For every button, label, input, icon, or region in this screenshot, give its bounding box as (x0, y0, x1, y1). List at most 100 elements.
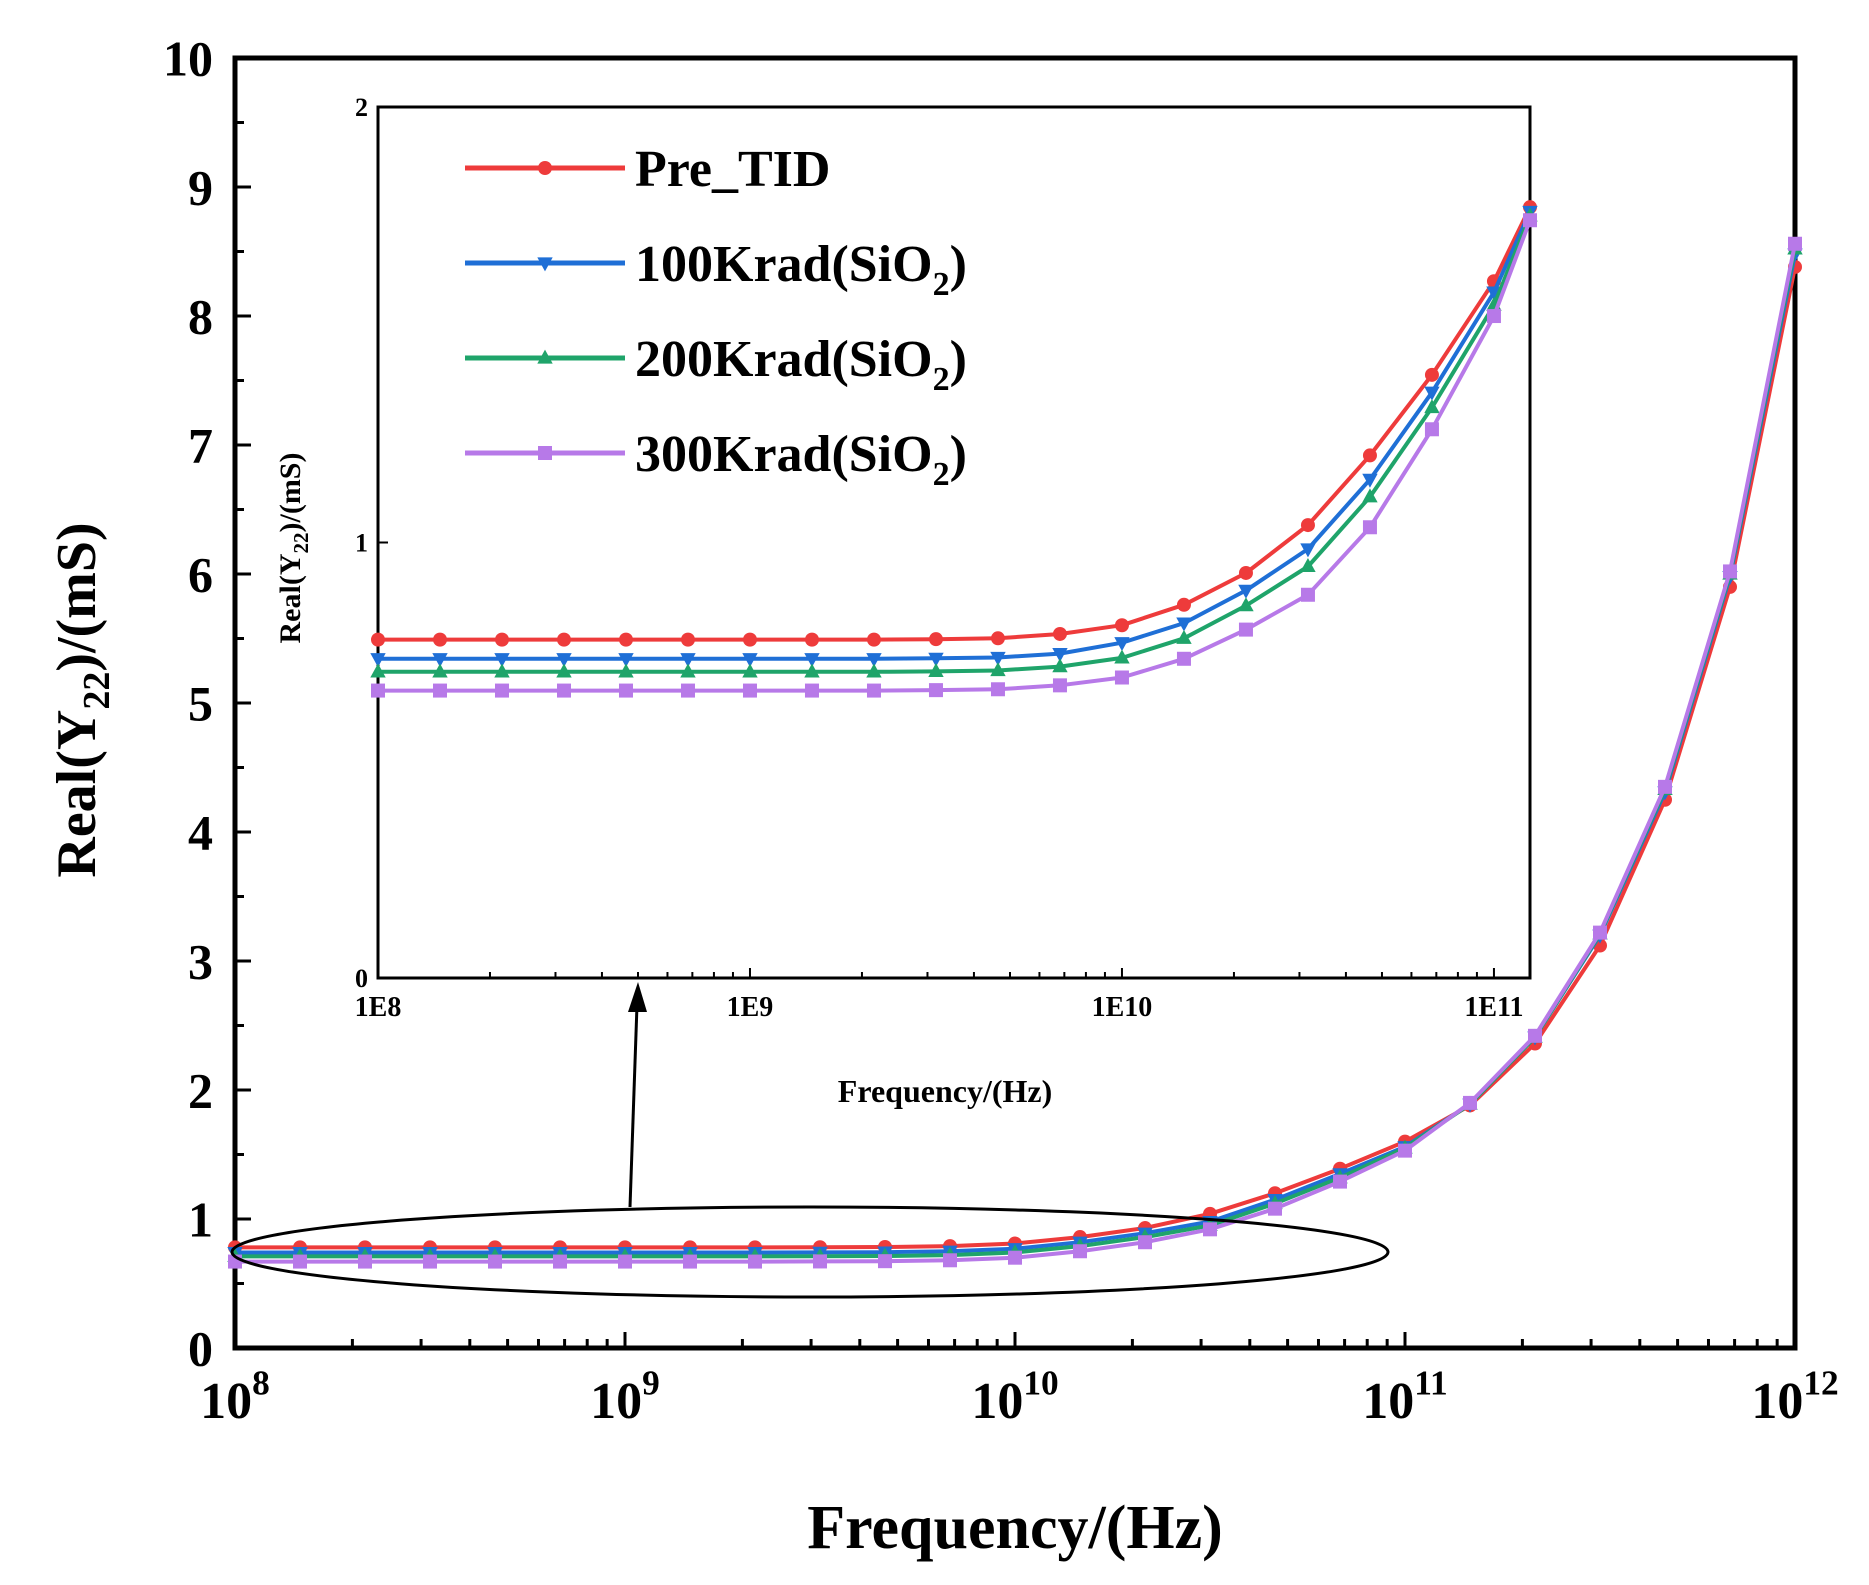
inset-data-point (680, 663, 696, 678)
legend-marker (537, 349, 553, 364)
inset-data-point (680, 683, 695, 698)
inset-data-point (618, 653, 634, 668)
legend-label: 100Krad(SiO2) (635, 236, 967, 303)
main-data-point (618, 1254, 632, 1269)
inset-data-point (1424, 367, 1439, 382)
main-data-point (1658, 779, 1673, 794)
main-data-point (293, 1254, 308, 1269)
inset-data-point (742, 632, 757, 647)
inset-data-point (1424, 399, 1440, 414)
inset-data-point (1523, 213, 1537, 228)
main-x-tick-label: 1012 (1751, 1363, 1838, 1430)
inset-data-point (494, 653, 510, 668)
inset-data-point (370, 653, 386, 668)
inset-data-point (432, 683, 447, 698)
inset-data-point (618, 683, 633, 698)
main-x-tick-label: 108 (200, 1363, 270, 1430)
legend-marker (537, 257, 553, 272)
inset-data-point (494, 683, 509, 698)
inset-data-point (1052, 658, 1068, 673)
main-y-tick-label: 2 (188, 1063, 213, 1119)
inset-data-point (742, 683, 757, 698)
main-data-point (1398, 1143, 1412, 1158)
main-y-tick-label: 8 (188, 289, 213, 345)
inset-data-point (866, 663, 882, 678)
inset-data-point (1114, 670, 1129, 685)
inset-data-point (1238, 565, 1253, 580)
inset-y-axis-label: Real(Y22)/(mS) (274, 453, 313, 644)
main-x-tick-label: 1011 (1362, 1363, 1447, 1430)
inset-data-point (1300, 587, 1315, 602)
inset-data-point (866, 632, 881, 647)
inset-series-line (378, 210, 1532, 661)
main-data-point (1593, 925, 1608, 940)
legend-label: 200Krad(SiO2) (635, 331, 967, 398)
inset-data-point (432, 653, 448, 668)
inset-data-point (990, 631, 1005, 646)
inset-data-point (432, 632, 447, 647)
inset-x-axis-label: Frequency/(Hz) (838, 1073, 1052, 1109)
main-data-point (1073, 1244, 1088, 1259)
main-data-point (1527, 1028, 1542, 1043)
inset-data-point (804, 663, 820, 678)
main-y-tick-label: 7 (188, 418, 213, 474)
zoom-region-ellipse (230, 1205, 1390, 1299)
inset-x-tick-label: 1E10 (1092, 992, 1153, 1023)
inset-series-line (378, 219, 1532, 693)
inset-data-point (804, 632, 819, 647)
inset-data-point (990, 651, 1006, 666)
inset-data-point (680, 632, 695, 647)
inset-data-point (742, 653, 758, 668)
inset-data-point (1486, 309, 1501, 324)
inset-data-point (928, 683, 943, 698)
main-data-point (1268, 1201, 1283, 1216)
main-data-point (878, 1254, 893, 1269)
inset-x-tick-label: 1E11 (1464, 992, 1523, 1023)
inset-data-point (494, 632, 509, 647)
main-data-point (423, 1254, 438, 1269)
inset-data-point (928, 632, 943, 647)
zoom-arrow-line (628, 1004, 639, 1208)
inset-data-point (1424, 386, 1440, 401)
inset-series-line (378, 215, 1532, 674)
main-data-point (942, 1253, 957, 1268)
inset-data-point (1238, 584, 1254, 599)
inset-data-point (1114, 649, 1130, 664)
legend-label: Pre_TID (635, 141, 830, 198)
inset-data-point (1486, 286, 1502, 301)
inset-data-point (370, 663, 386, 678)
inset-axis-ticks: 0 1 2 1E8 1E9 1E10 1E11 (355, 93, 1524, 1023)
inset-series-group (370, 200, 1538, 698)
inset-data-point (742, 663, 758, 678)
main-x-axis-label: Frequency/(Hz) (807, 1494, 1223, 1562)
inset-x-tick-label: 1E8 (355, 992, 402, 1023)
inset-data-point (371, 683, 385, 698)
inset-data-point (804, 653, 820, 668)
inset-data-point (1424, 422, 1439, 437)
inset-data-point (1238, 597, 1254, 612)
main-data-point (1332, 1174, 1347, 1189)
legend: Pre_TID 100Krad(SiO2) 200Krad(SiO2) 300Krad… (465, 141, 967, 493)
inset-data-point (866, 683, 881, 698)
inset-data-point (1362, 448, 1377, 463)
main-y-tick-label: 5 (188, 676, 213, 732)
inset-data-point (1362, 488, 1378, 503)
inset-data-point (556, 663, 572, 678)
main-y-tick-label: 10 (163, 31, 213, 87)
main-y-tick-label: 3 (188, 934, 213, 990)
inset-data-point (1300, 543, 1316, 558)
inset-data-point (1114, 618, 1129, 633)
inset-data-point (804, 683, 819, 698)
inset-data-point (618, 632, 633, 647)
inset-data-point (371, 632, 385, 647)
inset-data-point (1176, 651, 1191, 666)
main-data-point (1463, 1095, 1478, 1110)
main-series-group (227, 236, 1803, 1269)
main-data-point (552, 1254, 567, 1269)
inset-data-point (556, 632, 571, 647)
main-y-axis-label: Real(Y22)/(mS) (46, 522, 118, 877)
zoom-arrow-head (628, 982, 647, 1012)
inset-data-point (618, 663, 634, 678)
